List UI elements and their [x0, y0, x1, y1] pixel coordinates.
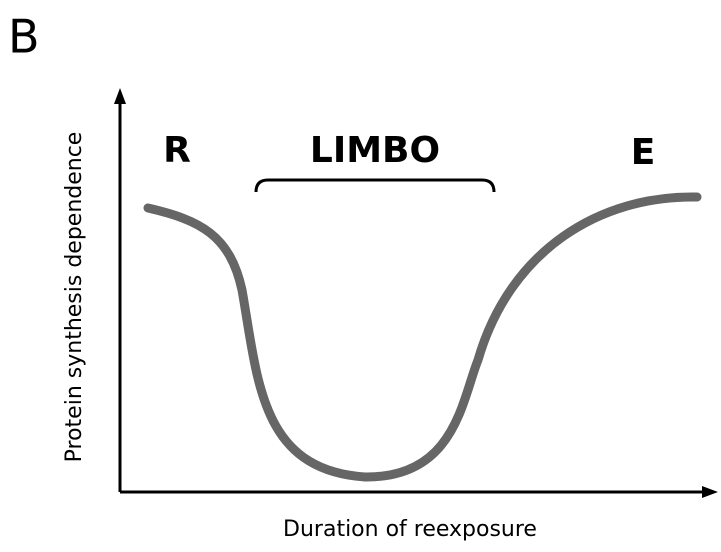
y-axis-label: Protein synthesis dependence [62, 132, 87, 463]
panel-label: B [8, 10, 40, 64]
region-label: LIMBO [310, 130, 440, 171]
y-axis-arrow [114, 88, 126, 104]
curve [143, 192, 702, 482]
bracket [254, 178, 496, 193]
x-axis-label: Duration of reexposure [283, 517, 537, 542]
region-label: E [631, 132, 656, 173]
region-label: R [163, 130, 191, 171]
x-axis-arrow [702, 486, 718, 498]
